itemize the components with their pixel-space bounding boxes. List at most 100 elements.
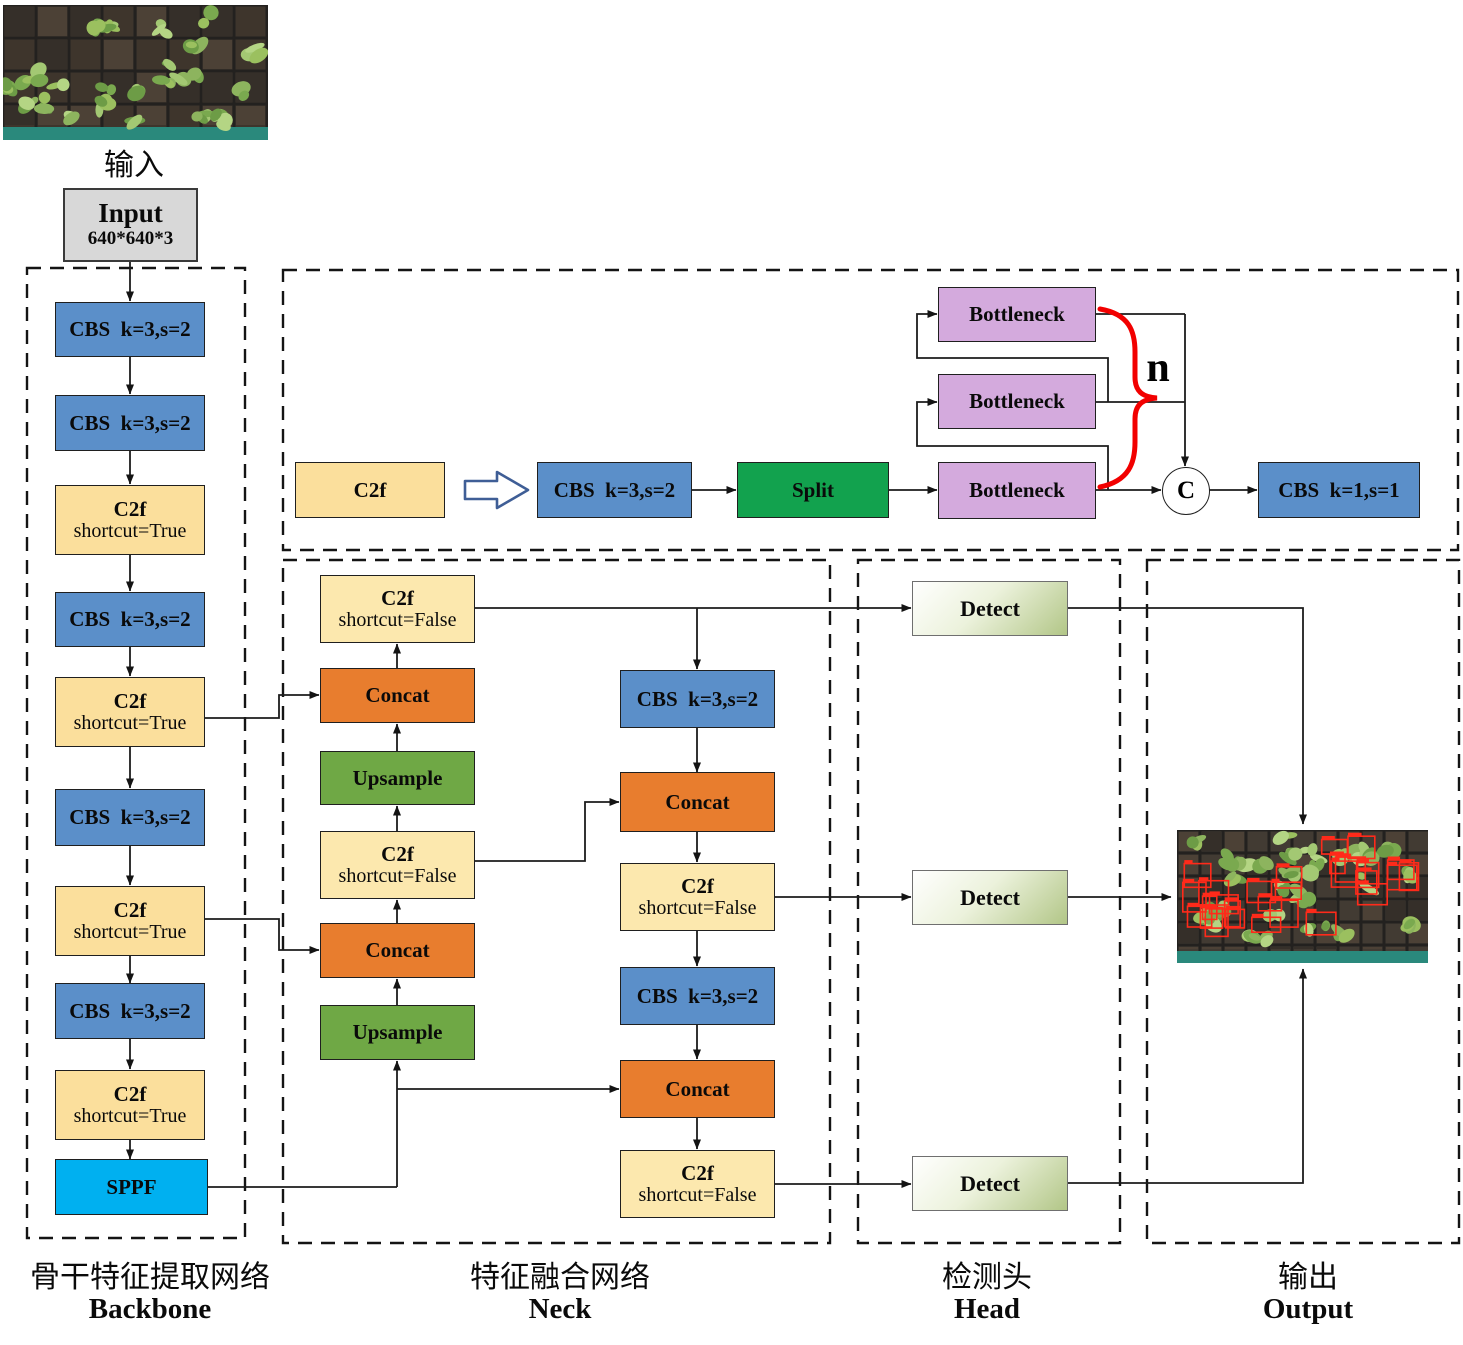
backbone-cbs-5: CBS k=3,s=2 xyxy=(55,983,205,1039)
detail-bottleneck-2-label: Bottleneck xyxy=(969,389,1065,414)
backbone-caption-en: Backbone xyxy=(88,1293,212,1325)
detect-3-label: Detect xyxy=(960,1170,1020,1196)
repeat-brace-icon xyxy=(1097,306,1158,490)
neck-concat-3: Concat xyxy=(620,772,775,832)
detail-split-label: Split xyxy=(791,477,835,502)
backbone-cbs-1: CBS k=3,s=2 xyxy=(55,302,205,357)
input-photo-caption: 输入 xyxy=(104,148,164,183)
neck-c2f-right-2-label: C2f xyxy=(681,1160,714,1185)
backbone-cbs-3-label: CBS k=3,s=2 xyxy=(69,607,191,632)
backbone-c2f-4-label: C2f xyxy=(113,1081,147,1106)
input-photo xyxy=(3,5,268,140)
detail-bottleneck-2: Bottleneck xyxy=(938,374,1096,429)
input-node-label: Input xyxy=(98,197,163,228)
backbone-c2f-4-param: shortcut=True xyxy=(73,1104,187,1127)
neck-c2f-right-1-param: shortcut=False xyxy=(638,896,757,919)
detail-c2f: C2f xyxy=(295,462,445,518)
neck-cbs-1-label: CBS k=3,s=2 xyxy=(636,686,759,711)
backbone-c2f-1-label: C2f xyxy=(113,496,147,521)
detail-cbs-out: CBS k=1,s=1 xyxy=(1258,462,1420,518)
neck-caption-zh: 特征融合网络 xyxy=(470,1260,650,1295)
backbone-c2f-2-label: C2f xyxy=(113,688,147,713)
expand-arrow-icon xyxy=(463,470,530,510)
backbone-cbs-4: CBS k=3,s=2 xyxy=(55,789,205,846)
output-frame xyxy=(1145,558,1461,1245)
detail-cbs-out-label: CBS k=1,s=1 xyxy=(1278,477,1400,502)
backbone-cbs-3: CBS k=3,s=2 xyxy=(55,592,205,647)
concat-circle-label: C xyxy=(1176,477,1196,504)
neck-concat-2: Concat xyxy=(320,923,475,978)
repeat-count-label: n xyxy=(1146,345,1170,391)
neck-c2f-top: C2f shortcut=False xyxy=(320,575,475,643)
backbone-c2f-2-param: shortcut=True xyxy=(73,711,187,734)
c2f-detail-frame xyxy=(281,268,1460,552)
detect-2-label: Detect xyxy=(960,884,1020,910)
backbone-cbs-2: CBS k=3,s=2 xyxy=(55,395,205,451)
backbone-caption-zh: 骨干特征提取网络 xyxy=(30,1260,270,1295)
detail-split: Split xyxy=(737,462,889,518)
neck-c2f-mid: C2f shortcut=False xyxy=(320,831,475,899)
backbone-sppf: SPPF xyxy=(55,1159,208,1215)
neck-concat-4-label: Concat xyxy=(665,1076,730,1101)
neck-concat-3-label: Concat xyxy=(665,789,730,814)
backbone-sppf-label: SPPF xyxy=(106,1174,157,1199)
backbone-cbs-1-label: CBS k=3,s=2 xyxy=(69,317,191,342)
head-caption-en: Head xyxy=(953,1293,1021,1325)
detect-1: Detect xyxy=(912,581,1068,636)
neck-upsample-1-label: Upsample xyxy=(352,765,443,790)
backbone-c2f-4: C2f shortcut=True xyxy=(55,1070,205,1140)
detail-bottleneck-1-label: Bottleneck xyxy=(969,302,1065,327)
neck-cbs-2: CBS k=3,s=2 xyxy=(620,967,775,1025)
detail-cbs-in: CBS k=3,s=2 xyxy=(537,462,692,518)
neck-c2f-top-label: C2f xyxy=(381,585,414,610)
detect-1-label: Detect xyxy=(960,595,1020,621)
neck-frame xyxy=(281,558,832,1245)
neck-cbs-2-label: CBS k=3,s=2 xyxy=(636,983,759,1008)
neck-concat-1-label: Concat xyxy=(365,683,430,708)
output-caption-zh: 输出 xyxy=(1278,1260,1338,1295)
connectors xyxy=(126,262,1307,1188)
neck-concat-2-label: Concat xyxy=(365,938,430,963)
backbone-c2f-2: C2f shortcut=True xyxy=(55,677,205,747)
neck-c2f-top-param: shortcut=False xyxy=(338,608,457,631)
neck-c2f-right-2-param: shortcut=False xyxy=(638,1183,757,1206)
detect-2: Detect xyxy=(912,870,1068,925)
neck-c2f-right-1: C2f shortcut=False xyxy=(620,863,775,931)
detail-bottleneck-3-label: Bottleneck xyxy=(969,478,1065,503)
head-frame xyxy=(856,558,1122,1245)
neck-c2f-mid-param: shortcut=False xyxy=(338,864,457,887)
backbone-frame xyxy=(25,266,247,1240)
backbone-c2f-3: C2f shortcut=True xyxy=(55,886,205,956)
input-node-size: 640*640*3 xyxy=(87,228,174,250)
neck-c2f-right-1-label: C2f xyxy=(681,873,714,898)
output-photo xyxy=(1177,830,1428,963)
detail-c2f-label: C2f xyxy=(353,477,387,502)
neck-concat-1: Concat xyxy=(320,668,475,723)
neck-concat-4: Concat xyxy=(620,1060,775,1118)
concat-circle: C xyxy=(1162,467,1210,515)
backbone-cbs-5-label: CBS k=3,s=2 xyxy=(69,998,191,1023)
neck-upsample-2: Upsample xyxy=(320,1005,475,1060)
output-caption-en: Output xyxy=(1262,1293,1354,1325)
backbone-c2f-1: C2f shortcut=True xyxy=(55,485,205,555)
neck-upsample-1: Upsample xyxy=(320,751,475,805)
backbone-c2f-3-param: shortcut=True xyxy=(73,920,187,943)
neck-upsample-2-label: Upsample xyxy=(352,1020,443,1045)
neck-c2f-right-2: C2f shortcut=False xyxy=(620,1150,775,1218)
backbone-c2f-1-param: shortcut=True xyxy=(73,519,187,542)
neck-caption-en: Neck xyxy=(528,1293,592,1325)
detect-3: Detect xyxy=(912,1156,1068,1211)
neck-cbs-1: CBS k=3,s=2 xyxy=(620,670,775,728)
neck-c2f-mid-label: C2f xyxy=(381,841,414,866)
input-node: Input 640*640*3 xyxy=(63,188,198,262)
detail-cbs-in-label: CBS k=3,s=2 xyxy=(553,477,676,502)
detail-bottleneck-1: Bottleneck xyxy=(938,287,1096,342)
detail-bottleneck-3: Bottleneck xyxy=(938,462,1096,519)
backbone-cbs-2-label: CBS k=3,s=2 xyxy=(69,410,191,435)
group-frames xyxy=(25,266,1461,1245)
backbone-cbs-4-label: CBS k=3,s=2 xyxy=(69,805,191,830)
head-caption-zh: 检测头 xyxy=(942,1260,1032,1295)
backbone-c2f-3-label: C2f xyxy=(113,897,147,922)
